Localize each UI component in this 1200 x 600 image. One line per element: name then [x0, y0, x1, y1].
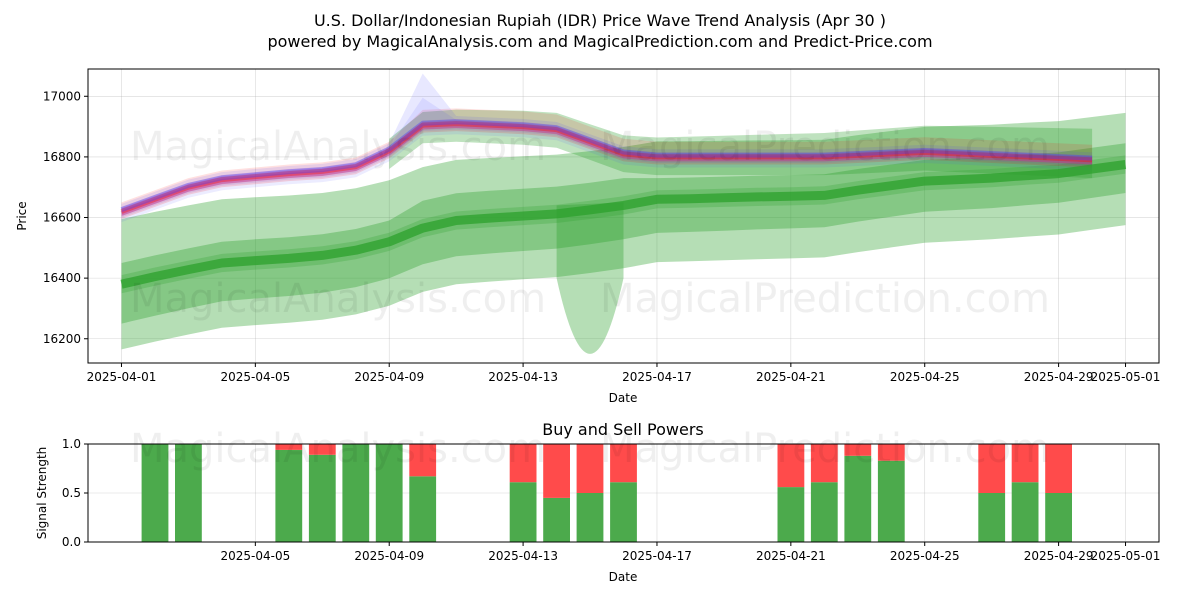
signal-y-tick-label: 0.5 [62, 486, 81, 500]
trend-band-dip [556, 202, 624, 354]
sell-bar [275, 444, 303, 450]
sell-bar [978, 444, 1006, 493]
price-x-tick-label: 2025-04-01 [87, 370, 157, 384]
signal-y-tick-label: 1.0 [62, 437, 81, 451]
signal-y-tick-label: 0.0 [62, 535, 81, 549]
price-x-axis: 2025-04-01 2025-04-05 2025-04-09 2025-04-13… [87, 363, 1161, 384]
signal-x-tick-label: 2025-04-29 [1024, 549, 1094, 563]
buy-bar [810, 482, 838, 542]
sell-bar [576, 444, 604, 493]
price-y-tick-label: 16200 [43, 332, 81, 346]
buy-bar [877, 460, 905, 542]
sell-bar [610, 444, 637, 483]
buy-bar [978, 493, 1006, 542]
watermark-mid-left: MagicalAnalysis.com [130, 276, 546, 322]
signal-y-label: Signal Strength [35, 447, 49, 540]
wave-band [121, 120, 1093, 219]
signal-y-axis: 0.0 0.5 1.0 [62, 437, 88, 549]
signal-x-tick-label: 2025-04-05 [220, 549, 290, 563]
price-x-tick-label: 2025-04-21 [756, 370, 826, 384]
buy-bar [509, 482, 537, 542]
signal-x-axis: 2025-04-05 2025-04-09 2025-04-13 2025-04-17… [220, 542, 1160, 563]
wave-line [120, 119, 1093, 212]
sell-bar [810, 444, 838, 483]
sell-bar [1011, 444, 1039, 483]
sell-bar [308, 444, 336, 455]
signal-x-tick-label: 2025-04-21 [756, 549, 826, 563]
price-x-tick-label: 2025-04-17 [622, 370, 692, 384]
watermark-sub-right: MagicalPrediction.com [600, 426, 1050, 472]
buy-bar [844, 455, 872, 542]
price-x-tick-label: 2025-04-25 [890, 370, 960, 384]
price-y-tick-label: 16800 [43, 150, 81, 164]
wave-band [121, 97, 1093, 223]
signal-x-label: Date [609, 570, 638, 584]
price-x-tick-label: 2025-04-05 [220, 370, 290, 384]
wave-band [121, 119, 1093, 216]
trend-band-outer [121, 112, 1126, 350]
price-y-tick-label: 16400 [43, 271, 81, 285]
price-y-tick-label: 16600 [43, 211, 81, 225]
wave-line [120, 122, 1093, 216]
signal-bars [141, 444, 1072, 542]
price-x-tick-label: 2025-04-29 [1024, 370, 1094, 384]
buy-bar [308, 454, 336, 542]
buy-bar [1045, 493, 1072, 542]
wave-band [121, 73, 1093, 218]
buy-bar [275, 449, 303, 542]
buy-bar [175, 444, 202, 542]
chart-subtitle: powered by MagicalAnalysis.com and Magic… [267, 32, 932, 51]
price-y-axis: 16200 16400 16600 16800 17000 [43, 89, 88, 346]
sell-bar [877, 444, 905, 461]
signal-x-tick-label: 2025-04-17 [622, 549, 692, 563]
price-y-label: Price [15, 201, 29, 230]
sell-bar [543, 444, 570, 498]
watermark-mid-right: MagicalPrediction.com [600, 276, 1050, 322]
sell-bar [509, 444, 537, 483]
watermark-top-right: MagicalPrediction.com [600, 124, 1050, 170]
wave-green-band [389, 109, 1093, 179]
buy-bar [141, 444, 169, 542]
buy-bar [409, 476, 437, 542]
buy-bar [543, 497, 570, 542]
sell-bar [409, 444, 437, 477]
buy-bar [777, 487, 805, 542]
signal-x-tick-label: 2025-05-01 [1091, 549, 1161, 563]
signal-x-tick-label: 2025-04-09 [354, 549, 424, 563]
signal-chart-title: Buy and Sell Powers [542, 420, 704, 439]
price-x-tick-label: 2025-04-09 [354, 370, 424, 384]
watermark-top-left: MagicalAnalysis.com [130, 124, 546, 170]
signal-chart: Buy and Sell Powers MagicalAnalysis.com … [35, 420, 1160, 584]
price-y-tick-label: 17000 [43, 89, 81, 103]
watermark-sub-left: MagicalAnalysis.com [130, 426, 546, 472]
trend-line [120, 160, 1127, 289]
price-chart: MagicalAnalysis.com MagicalPrediction.co… [15, 68, 1161, 405]
sell-bar [1045, 444, 1072, 493]
price-x-label: Date [609, 391, 638, 405]
chart-title: U.S. Dollar/Indonesian Rupiah (IDR) Pric… [314, 11, 886, 30]
price-x-tick-label: 2025-04-13 [488, 370, 558, 384]
buy-bar [576, 493, 604, 542]
price-chart-grid [88, 69, 1159, 363]
price-chart-frame [87, 68, 1160, 364]
sell-bar [844, 444, 872, 456]
price-x-tick-label: 2025-05-01 [1091, 370, 1161, 384]
buy-bar [375, 444, 403, 542]
signal-x-tick-label: 2025-04-25 [890, 549, 960, 563]
price-lines [120, 119, 1127, 289]
buy-bar [1011, 482, 1039, 542]
wave-line [120, 121, 1093, 214]
buy-bar [610, 482, 637, 542]
signal-x-tick-label: 2025-04-13 [488, 549, 558, 563]
sell-bar [777, 444, 805, 488]
buy-bar [342, 444, 370, 542]
